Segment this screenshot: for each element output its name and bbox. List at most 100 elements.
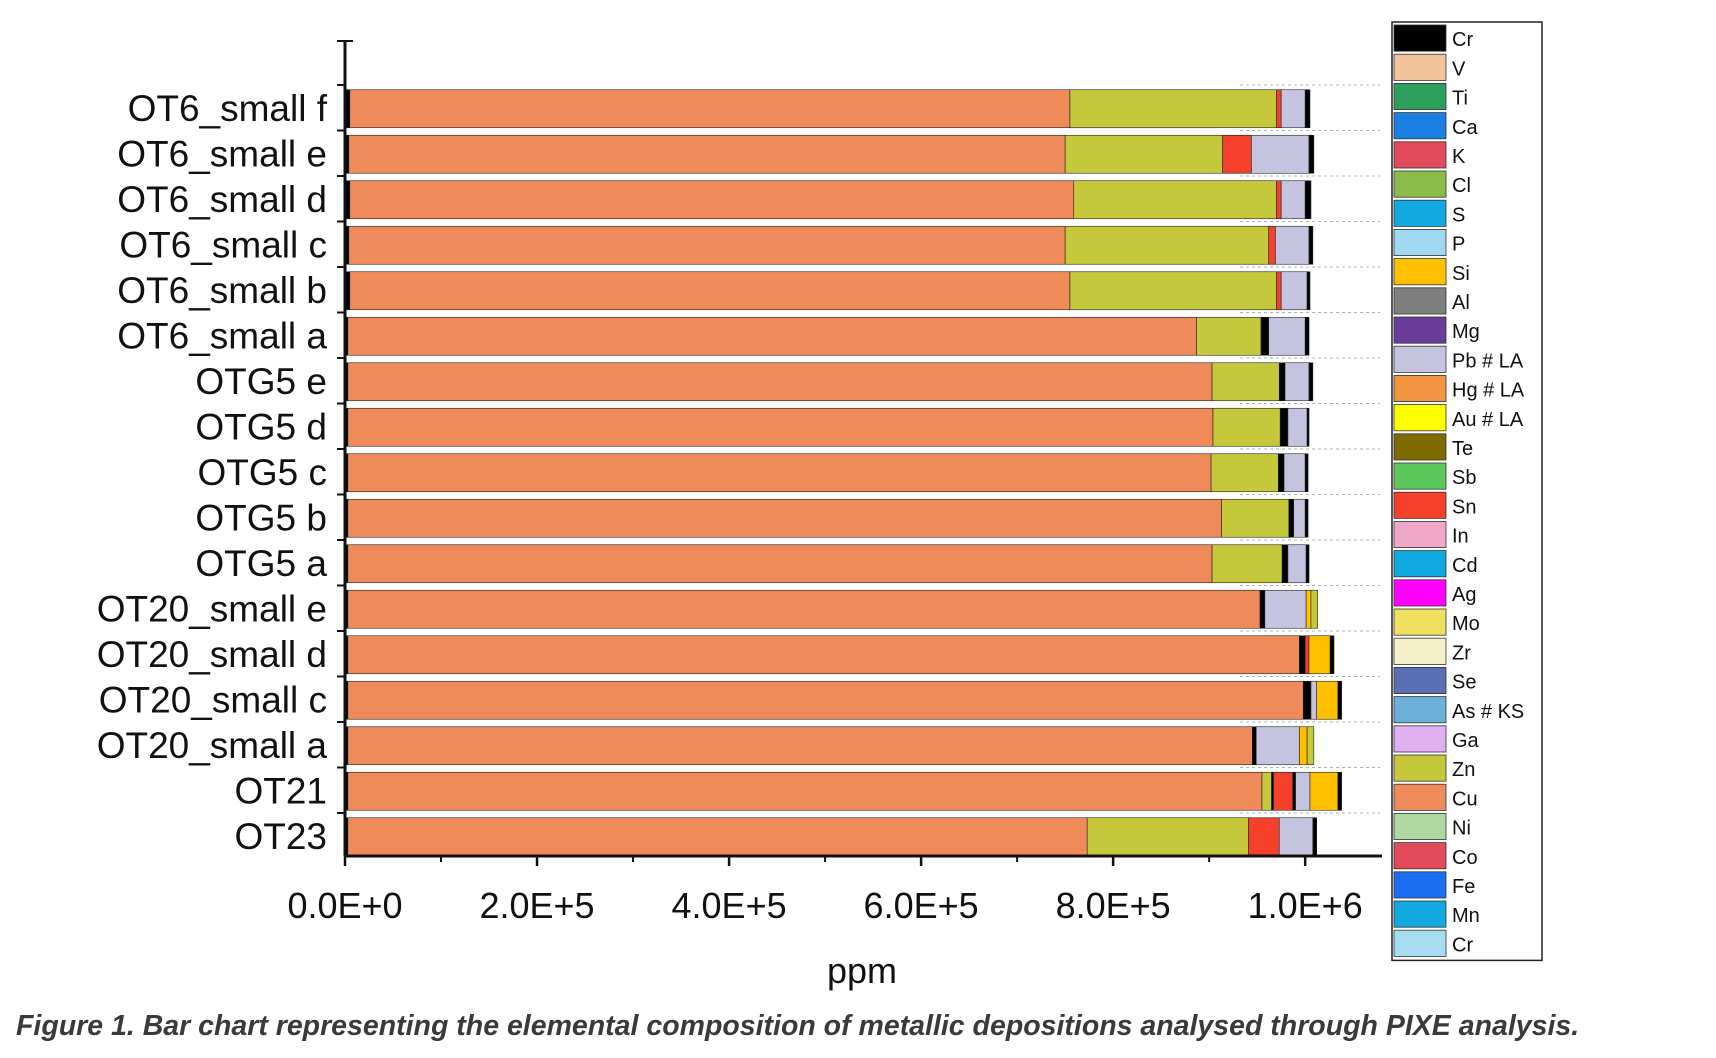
legend-swatch (1393, 462, 1447, 490)
category-label: OTG5 a (195, 543, 327, 584)
legend: Cr V Ti Ca K Cl SP Si Al Mg Pb # LA Hg # LA Au # LA T… (1391, 21, 1543, 962)
grid-lines (1240, 84, 1380, 814)
x-tick-label: 4.0E+5 (672, 885, 787, 926)
bar-segment-cu (347, 544, 1213, 584)
bar-segment-pb-la (1287, 407, 1308, 447)
legend-label: Co (1452, 847, 1478, 869)
legend-swatch (1393, 637, 1447, 665)
bar-segment-cu (347, 316, 1197, 356)
bar-segment-sn (1276, 271, 1282, 311)
legend-swatch (1393, 433, 1447, 461)
legend-label: Ti (1452, 88, 1468, 110)
bar-segment-cu (347, 407, 1214, 447)
bar-segment-cr (1337, 680, 1342, 720)
bar-segment-zn (1261, 771, 1272, 811)
legend-label: S (1452, 204, 1465, 226)
bar-segment-zn (1064, 225, 1269, 265)
legend-label: Ni (1452, 818, 1471, 840)
category-label: OTG5 d (195, 406, 327, 447)
bar-segment-sn (1248, 817, 1280, 857)
bar-segment-sn (1276, 180, 1282, 220)
x-tick-label: 8.0E+5 (1056, 885, 1171, 926)
legend-label: Ga (1452, 730, 1480, 752)
bar-segment-sn (1222, 134, 1252, 174)
bar-segment-cu (349, 89, 1071, 129)
legend-swatch (1393, 521, 1447, 549)
legend-label: Ag (1452, 584, 1476, 606)
category-label: OT6_small b (117, 270, 327, 311)
category-label: OT6_small c (119, 224, 327, 265)
bar-segment-cr (1308, 362, 1314, 402)
bar-segment-cu (348, 225, 1066, 265)
legend-label: Cl (1452, 175, 1471, 197)
legend-label: Sn (1452, 496, 1476, 518)
legend-label: Te (1452, 438, 1473, 460)
bar-segment-sn (1273, 771, 1294, 811)
legend-label: Sb (1452, 467, 1476, 489)
bar-segment-zn (1196, 316, 1262, 356)
legend-label: P (1452, 234, 1465, 256)
legend-label: Pb # LA (1452, 350, 1524, 372)
category-label: OT6_small a (117, 315, 327, 356)
x-axis-title: ppm (827, 950, 897, 991)
x-tick-label: 0.0E+0 (287, 885, 402, 926)
legend-swatch (1393, 491, 1447, 519)
bar-segment-cr (1304, 316, 1310, 356)
bar-segment-cr (1308, 225, 1314, 265)
bar-segment-cr (1252, 726, 1257, 766)
bar-segment-cr (1304, 89, 1311, 129)
bar-segment-zn (1310, 589, 1318, 629)
category-label: OT23 (234, 816, 327, 857)
bar-segment-cr (1278, 453, 1285, 493)
x-tick-label: 2.0E+5 (479, 885, 594, 926)
x-tick-labels: 0.0E+0 2.0E+5 4.0E+5 6.0E+5 8.0E+5 1.0E+6 (287, 885, 1362, 926)
legend-swatch (1393, 83, 1447, 111)
bar-segment-pb-la (1275, 225, 1310, 265)
bar-segment-cr (1304, 453, 1309, 493)
legend-swatch (1393, 725, 1447, 753)
category-label: OT20_small e (97, 588, 327, 629)
bar-segment-pb-la (1280, 89, 1306, 129)
bar-segment-cr (1279, 407, 1289, 447)
bar-segment-cu (347, 589, 1261, 629)
bar-segment-cr (1312, 817, 1318, 857)
bar-segment-cr (1305, 544, 1310, 584)
bar-segment-cu (347, 635, 1300, 675)
legend-swatch (1393, 754, 1447, 782)
bar-segment-cu (347, 680, 1304, 720)
bar-segment-pb-la (1310, 680, 1318, 720)
bar-segment-pb-la (1280, 271, 1308, 311)
legend-swatch (1393, 228, 1447, 256)
bar-segment-cu (347, 817, 1088, 857)
bar-segment-cr (1278, 362, 1286, 402)
legend-label: Cr (1452, 934, 1473, 956)
legend-label: Se (1452, 672, 1476, 694)
bar-segment-pb-la (1268, 316, 1306, 356)
bar-segment-cu (349, 271, 1071, 311)
bar-segment-zn (1306, 726, 1315, 766)
bar-segment-cr (1329, 635, 1335, 675)
legend-label: Ca (1452, 117, 1478, 139)
category-label: OT20_small d (97, 634, 327, 675)
bar-segment-zn (1073, 180, 1277, 220)
legend-swatch (1393, 929, 1447, 957)
bar-segment-pb-la (1278, 817, 1314, 857)
bar-segment-cr (1288, 498, 1294, 538)
legend-label: Mo (1452, 613, 1480, 635)
bar-segment-zn (1069, 271, 1277, 311)
legend-label: Cd (1452, 555, 1478, 577)
legend-swatch (1393, 112, 1447, 140)
legend-label: Cr (1452, 29, 1473, 51)
legend-label: Au # LA (1452, 409, 1524, 431)
legend-label: Hg # LA (1452, 380, 1525, 402)
bar-segment-cr (1304, 180, 1312, 220)
legend-swatch (1393, 374, 1447, 402)
category-label: OTG5 c (197, 452, 327, 493)
bar-segment-pb-la (1284, 362, 1310, 402)
legend-swatch (1393, 141, 1447, 169)
bar-segment-pb-la (1264, 589, 1307, 629)
bar-segment-cr (1308, 134, 1315, 174)
bar-segment-zn (1211, 544, 1283, 584)
legend-swatch (1393, 53, 1447, 81)
